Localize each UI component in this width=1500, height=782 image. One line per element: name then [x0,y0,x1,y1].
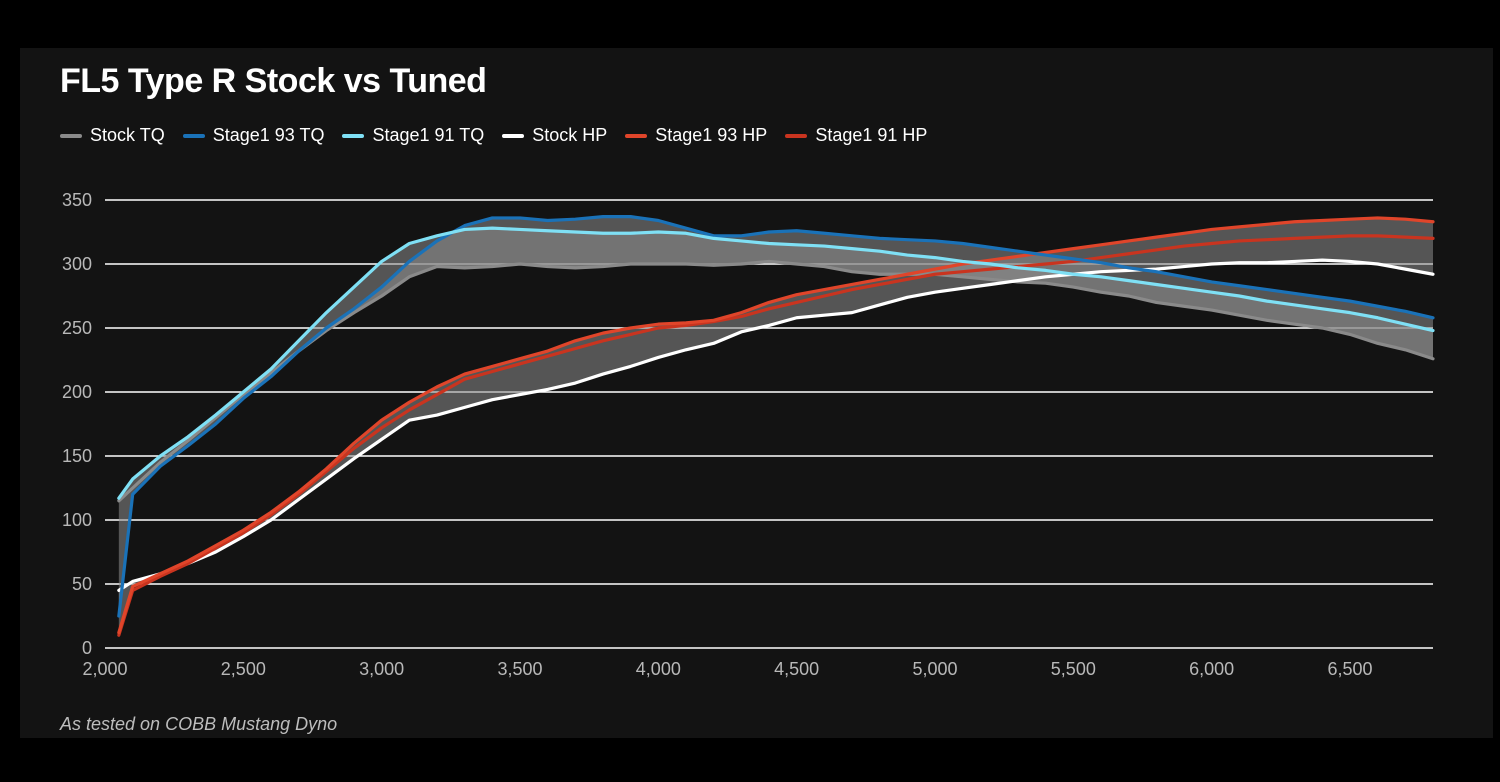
y-tick-label: 350 [62,190,92,210]
power-gain-band [118,217,1433,633]
legend-item: Stock TQ [60,125,165,146]
legend-swatch [625,133,648,138]
chart-panel [20,48,1493,738]
y-tick-label: 100 [62,510,92,530]
legend-swatch [502,133,525,138]
x-tick-label: 6,500 [1327,659,1372,679]
legend-item: Stage1 91 HP [785,125,927,146]
y-tick-label: 150 [62,446,92,466]
y-tick-label: 0 [82,638,92,658]
legend-label: Stage1 93 HP [655,125,768,145]
series-line-stage1-93-tq [117,215,1435,618]
y-axis-ticks: 0 50 100 150 200 250 300 350 [62,190,92,658]
x-tick-label: 4,000 [636,659,681,679]
series-line-stage1-91-tq [117,226,1435,500]
legend-label: Stage1 91 TQ [372,125,485,145]
legend-item: Stage1 93 HP [625,125,767,146]
x-tick-label: 6,000 [1189,659,1234,679]
series-line-stock-tq [117,259,1435,503]
legend-item: Stage1 93 TQ [182,125,325,146]
y-tick-label: 300 [62,254,92,274]
torque-gain-band-91 [118,228,1433,501]
x-tick-label: 2,000 [82,659,127,679]
y-tick-label: 250 [62,318,92,338]
legend-swatch [785,133,808,138]
series-line-stage1-91-hp [117,234,1435,637]
grid-lines [105,199,1433,649]
legend-label: Stock TQ [90,125,165,145]
legend-label: Stock HP [532,125,608,145]
legend-item: Stock HP [502,125,607,146]
series-line-stock-hp [117,258,1435,592]
x-tick-label: 5,000 [912,659,957,679]
legend-swatch [60,133,82,138]
difference-bands [118,216,1433,633]
x-tick-label: 3,500 [497,659,542,679]
y-tick-label: 50 [72,574,92,594]
torque-gain-band [118,216,1433,616]
legend-swatch [182,133,205,138]
legend-label: Stage1 91 HP [815,125,928,145]
footnote: As tested on COBB Mustang Dyno [60,714,338,734]
chart-title: FL5 Type R Stock vs Tuned [60,62,487,100]
x-tick-label: 4,500 [774,659,819,679]
y-tick-label: 200 [62,382,92,402]
series-line-stage1-93-hp [117,216,1435,635]
x-tick-label: 2,500 [221,659,266,679]
legend-swatch [342,133,365,138]
legend-item: Stage1 91 TQ [342,125,484,146]
x-tick-label: 5,500 [1051,659,1096,679]
x-tick-label: 3,000 [359,659,404,679]
chart-legend: Stock TQ Stage1 93 TQ Stage1 91 TQ Stock HP… [60,125,945,146]
legend-label: Stage1 93 TQ [212,125,325,145]
series-lines [117,215,1435,637]
x-axis-ticks: 2,000 2,500 3,000 3,500 4,000 4,500 5,000 5,500… [82,659,1372,679]
